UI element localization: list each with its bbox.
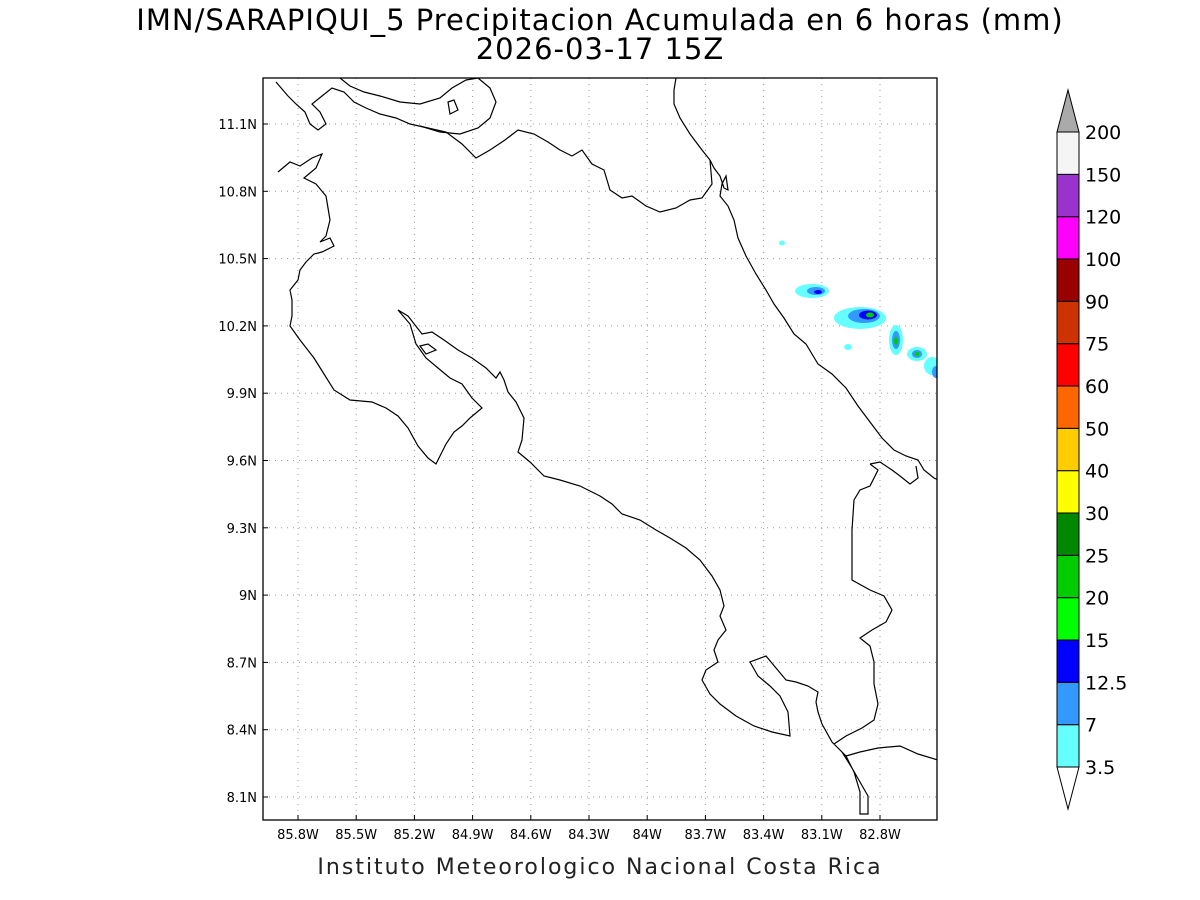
lat-tick-label: 9.3N	[227, 522, 257, 537]
burica-coast	[845, 745, 937, 761]
axis-ticks: 85.8W 85.5W 85.2W 84.9W 84.6W 84.3W 84W 83.7W 83…	[218, 118, 901, 843]
colorbar-label: 60	[1085, 376, 1109, 398]
lat-tick-label: 11.1N	[218, 118, 257, 133]
colorbar-label: 50	[1085, 418, 1109, 440]
colorbar-swatch	[1056, 216, 1080, 260]
colorbar: 3.5 7 12.5 15 20 25 30 40 50 60 75 90 100 120 150 200	[1056, 88, 1127, 811]
colorbar-swatch	[1056, 427, 1080, 472]
lat-tick-label: 8.4N	[227, 724, 257, 739]
lat-tick-label: 9N	[239, 589, 257, 604]
panama-border	[869, 461, 919, 485]
lon-tick-label: 85.8W	[277, 828, 319, 843]
lon-tick-label: 84W	[632, 828, 662, 843]
colorbar-swatch	[1056, 724, 1080, 768]
colorbar-label: 25	[1085, 545, 1109, 567]
precip-cell	[914, 352, 920, 356]
colorbar-label: 150	[1085, 164, 1121, 186]
map-date: 2026-03-17 15Z	[475, 32, 725, 66]
lat-tick-label: 8.1N	[227, 791, 257, 806]
colorbar-swatch	[1056, 639, 1080, 683]
lon-tick-label: 83.7W	[684, 828, 726, 843]
precip-cell	[894, 337, 898, 345]
lat-tick-label: 10.8N	[218, 185, 257, 200]
precip-cell	[814, 290, 822, 294]
colorbar-label: 7	[1085, 715, 1097, 737]
lake-nicaragua-shore	[339, 78, 497, 135]
colorbar-swatch	[1056, 300, 1080, 345]
lon-tick-label: 84.6W	[510, 828, 552, 843]
lake-island	[447, 99, 459, 115]
colorbar-label: 75	[1085, 334, 1109, 356]
colorbar-swatch	[1056, 131, 1080, 175]
colorbar-swatch	[1056, 343, 1080, 387]
colorbar-label: 100	[1085, 249, 1121, 271]
colorbar-swatch	[1056, 385, 1080, 429]
lat-tick-label: 8.7N	[227, 656, 257, 671]
colorbar-label: 15	[1085, 630, 1109, 652]
colorbar-swatch	[1056, 258, 1080, 302]
map-title: IMN/SARAPIQUI_5 Precipitacion Acumulada …	[136, 3, 1064, 37]
lon-tick-label: 82.8W	[859, 828, 901, 843]
lat-tick-label: 9.9N	[227, 387, 257, 402]
colorbar-label: 200	[1085, 122, 1121, 144]
colorbar-label: 3.5	[1085, 757, 1115, 779]
map-grid	[263, 78, 937, 820]
colorbar-swatch	[1056, 597, 1080, 641]
colorbar-label: 90	[1085, 291, 1109, 313]
rio-frio-line	[673, 78, 711, 161]
lon-tick-label: 84.9W	[452, 828, 494, 843]
lon-tick-label: 85.2W	[393, 828, 435, 843]
lon-tick-label: 83.4W	[743, 828, 785, 843]
caribbean-coast	[709, 159, 937, 481]
colorbar-label: 40	[1085, 461, 1109, 483]
nicoya-island	[418, 343, 438, 355]
precip-cell	[844, 344, 852, 350]
colorbar-label: 120	[1085, 207, 1121, 229]
pacific-coast-north	[277, 152, 893, 815]
colorbar-label: 20	[1085, 588, 1109, 610]
lon-tick-label: 85.5W	[335, 828, 377, 843]
credit-text: Instituto Meteorologico Nacional Costa R…	[317, 855, 883, 880]
coastline	[275, 78, 937, 815]
lon-tick-label: 83.1W	[801, 828, 843, 843]
colorbar-label: 12.5	[1085, 672, 1127, 694]
northern-border	[275, 81, 713, 213]
colorbar-swatch	[1056, 512, 1080, 556]
colorbar-top-triangle	[1056, 88, 1080, 133]
precip-cell	[932, 366, 937, 378]
map-frame	[262, 77, 938, 821]
colorbar-bottom-triangle	[1056, 766, 1080, 811]
precipitation-cells	[779, 240, 937, 378]
colorbar-swatch	[1056, 470, 1080, 514]
colorbar-label: 30	[1085, 503, 1109, 525]
colorbar-swatch	[1056, 681, 1080, 726]
colorbar-swatch	[1056, 173, 1080, 218]
lat-tick-label: 10.2N	[218, 320, 257, 335]
lat-tick-label: 10.5N	[218, 253, 257, 268]
lon-tick-label: 84.3W	[568, 828, 610, 843]
lat-tick-label: 9.6N	[227, 455, 257, 470]
colorbar-swatch	[1056, 554, 1080, 599]
precip-cell	[866, 312, 874, 318]
precip-cell	[779, 240, 785, 246]
